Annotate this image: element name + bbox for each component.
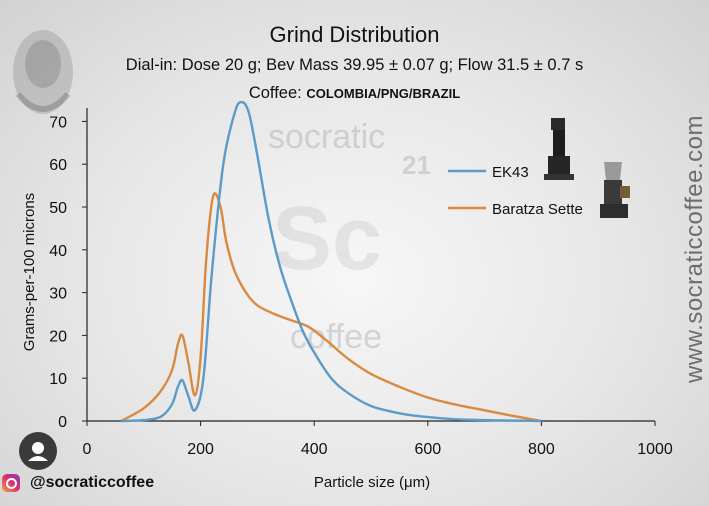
watermark-number: 21	[402, 150, 431, 180]
portrait-logo	[13, 30, 73, 114]
baratza-grinder-icon	[600, 162, 630, 218]
x-tick-label: 400	[301, 441, 328, 458]
y-tick-label: 60	[49, 157, 67, 174]
y-tick-label: 30	[49, 286, 67, 303]
y-tick-label: 0	[58, 414, 67, 431]
ek43-grinder-icon	[544, 118, 574, 180]
series-line-ek43	[121, 100, 542, 423]
y-tick-label: 70	[49, 114, 67, 131]
coffee-value: COLOMBIA/PNG/BRAZIL	[306, 86, 461, 101]
legend-label: Baratza Sette	[492, 201, 583, 218]
x-tick-label: 800	[528, 441, 555, 458]
coffee-line: Coffee: COLOMBIA/PNG/BRAZIL	[0, 84, 709, 103]
chart-subtitle: Dial-in: Dose 20 g; Bev Mass 39.95 ± 0.0…	[125, 56, 584, 74]
instagram-icon	[2, 474, 20, 492]
instagram-row: @socraticcoffee	[0, 471, 154, 495]
coffee-label: Coffee:	[248, 84, 302, 102]
user-icon	[28, 442, 48, 461]
instagram-handle: @socraticcoffee	[30, 474, 155, 491]
chart-title: Grind Distribution	[269, 22, 440, 47]
watermark-sc: Sc	[272, 189, 383, 289]
y-tick-label: 20	[49, 328, 67, 345]
avatar[interactable]	[19, 432, 57, 470]
series-line-baratza-sette	[120, 192, 542, 423]
axes: 0 200 400 600 800 1000 0 10 20 30 40 50 60 70	[49, 108, 673, 458]
y-axis-label: Grams-per-100 microns	[21, 193, 38, 351]
y-tick-label: 10	[49, 371, 67, 388]
x-tick-label: 200	[187, 441, 214, 458]
x-tick-label: 1000	[637, 441, 673, 458]
legend-label: EK43	[492, 164, 529, 181]
watermark-socratic: socratic	[268, 118, 386, 156]
legend: EK43 Baratza Sette	[448, 164, 583, 218]
y-tick-label: 50	[49, 200, 67, 217]
series-layer	[120, 100, 542, 423]
x-axis-label: Particle size (μm)	[314, 474, 430, 491]
y-tick-label: 40	[49, 243, 67, 260]
x-tick-label: 600	[414, 441, 441, 458]
x-tick-label: 0	[83, 441, 92, 458]
